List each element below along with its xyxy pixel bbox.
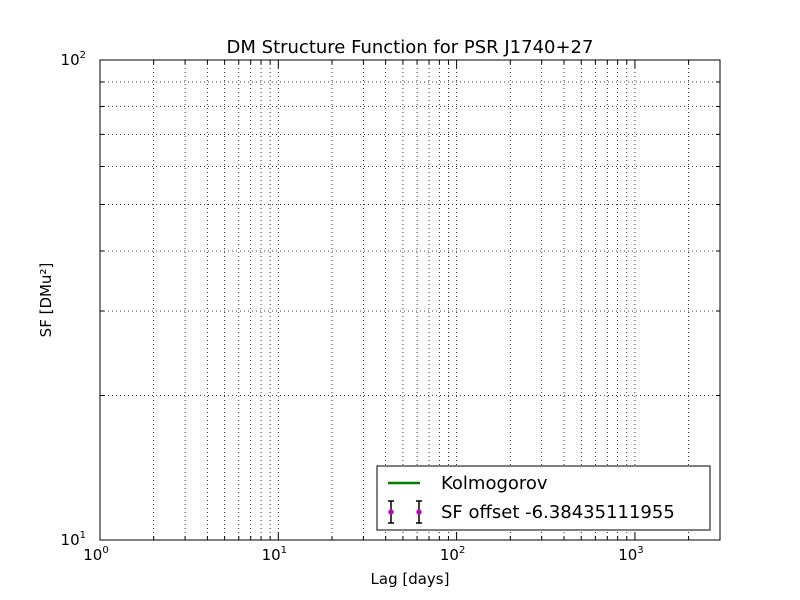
x-tick-label: 101 [262,545,287,564]
x-tick-label: 102 [440,545,465,564]
x-tick-label: 103 [618,545,643,564]
y-tick-labels: 101 102 [61,50,86,549]
x-axis-label: Lag [days] [371,570,450,588]
legend-kolmogorov-label: Kolmogorov [441,473,548,494]
ticks [99,59,721,541]
x-tick-labels: 100 101 102 103 [83,545,643,564]
grid [100,60,720,540]
y-tick-label: 102 [61,50,86,69]
plot-frame [99,59,721,541]
chart-title: DM Structure Function for PSR J1740+27 [227,37,594,58]
y-tick-label: 101 [61,530,86,549]
errorbar-point [416,509,422,515]
legend-box [376,465,711,531]
legend-sf-offset-label: SF offset -6.38435111955 [441,502,675,523]
legend-errorbar-icon [388,500,422,524]
x-tick-label: 100 [83,545,108,564]
y-axis-label: SF [DMu²] [37,263,55,338]
legend: Kolmogorov SF offset -6.38435111955 [376,465,711,531]
errorbar-point [388,509,394,515]
